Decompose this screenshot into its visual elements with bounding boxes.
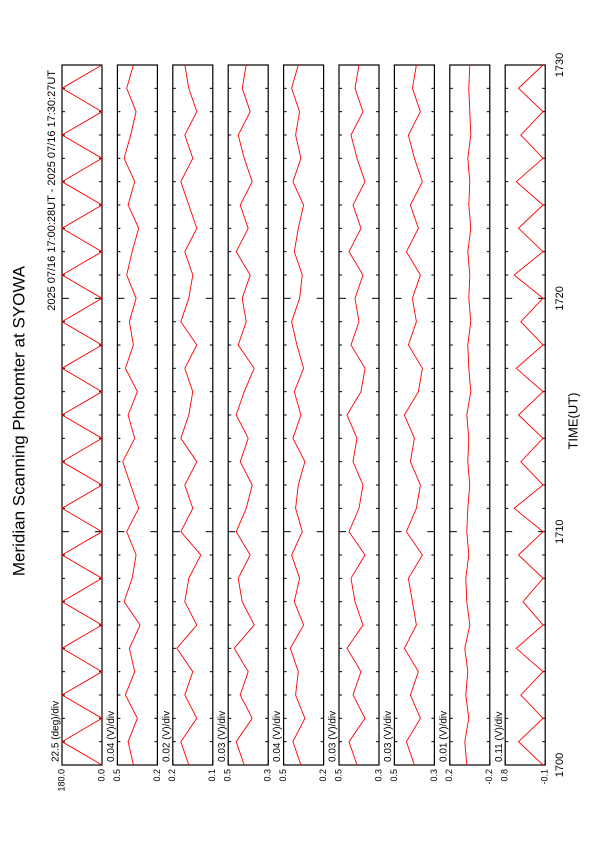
subtitle: 2025 07/16 17:00:28UT - 2025 07/16 17:30…: [46, 70, 58, 311]
y-tick-label: 0.5: [389, 769, 399, 782]
data-line: [233, 64, 255, 766]
y-tick-label: 0.3: [263, 769, 273, 782]
y-tick-label: 0.5: [278, 769, 288, 782]
y-tick-label: 0.2: [318, 769, 328, 782]
panel-scale-label: 22.5 (deg)/div: [51, 701, 62, 762]
x-axis-label: TIME(UT): [565, 392, 580, 449]
x-tick-label: 1720: [554, 286, 566, 310]
y-tick-label: 0.2: [152, 769, 162, 782]
x-tick-label: 1710: [554, 519, 566, 543]
y-tick-label: 0.1: [207, 769, 217, 782]
y-tick-label: 0.5: [112, 769, 122, 782]
panel-frame: [393, 64, 435, 766]
panel-frame: [338, 64, 380, 766]
panel-frame: [504, 64, 546, 766]
y-tick-label: 0.0: [96, 769, 106, 782]
panel-scale-label: 0.03 (V)/div: [217, 711, 228, 762]
y-tick-label: 0.5: [333, 769, 343, 782]
panel-scale-label: 0.01 (V)/div: [438, 711, 449, 762]
y-tick-label: 0.3: [373, 769, 383, 782]
panel-frame: [449, 64, 491, 766]
y-tick-label: 0.2: [444, 769, 454, 782]
panel-frame: [116, 64, 159, 766]
y-tick-label: -0.2: [484, 769, 494, 785]
y-tick-label: -0.1: [540, 769, 550, 785]
data-line: [464, 64, 472, 766]
data-line: [122, 64, 141, 766]
title: Meridian Scanning Photomter at SYOWA: [9, 265, 28, 576]
y-tick-label: 0.5: [223, 769, 233, 782]
panel-scale-label: 0.04 (V)/div: [272, 711, 283, 762]
panel-scale-label: 0.04 (V)/div: [106, 711, 117, 762]
y-tick-label: 0.8: [500, 769, 510, 782]
panel-frame: [283, 64, 325, 766]
rotated-plot: Meridian Scanning Photomter at SYOWA 202…: [9, 53, 580, 792]
data-line: [403, 64, 423, 766]
data-line: [346, 64, 366, 766]
panel-scale-label: 0.11 (V)/div: [494, 712, 505, 762]
data-line: [176, 64, 202, 766]
data-line: [513, 64, 544, 766]
data-line: [61, 64, 103, 766]
x-tick-label: 1700: [554, 753, 566, 777]
panel-scale-label: 0.03 (V)/div: [328, 711, 339, 762]
y-tick-label: 0.3: [429, 769, 439, 782]
x-tick-label: 1730: [554, 53, 566, 77]
y-tick-label: 180.0: [56, 769, 66, 792]
panel-frame: [172, 64, 214, 766]
y-tick-label: 0.2: [167, 769, 177, 782]
data-line: [289, 64, 306, 766]
panel-scale-label: 0.03 (V)/div: [383, 711, 394, 762]
panel-scale-label: 0.02 (V)/div: [161, 711, 172, 762]
